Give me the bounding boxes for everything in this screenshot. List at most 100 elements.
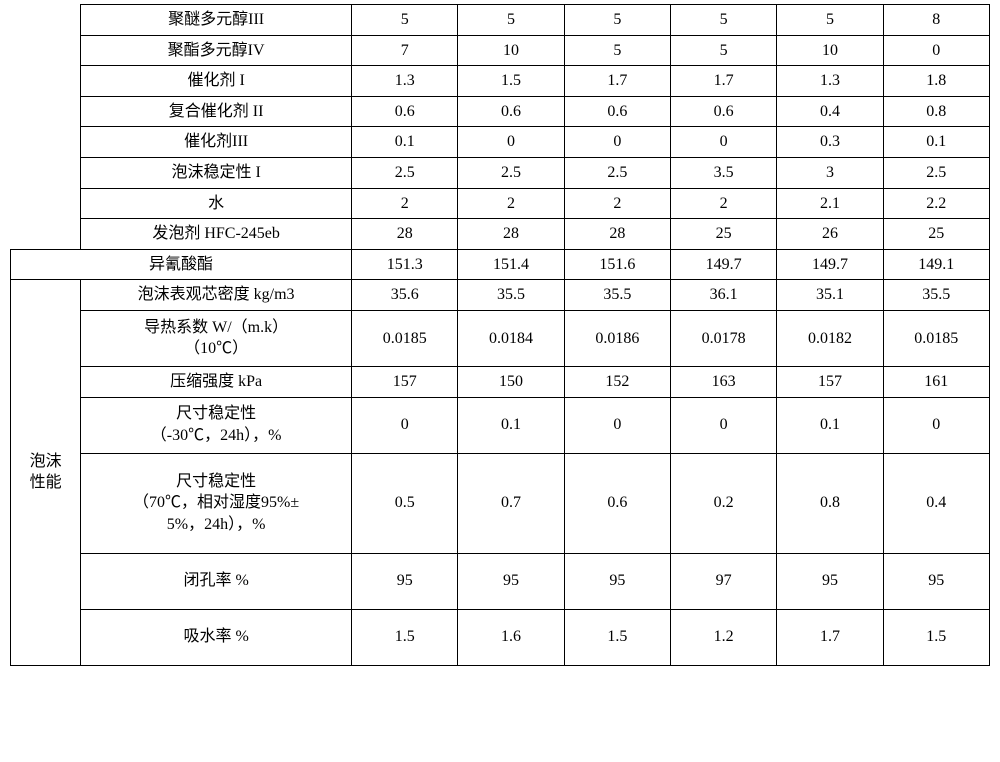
- cell: 95: [883, 553, 989, 609]
- cell: 5: [670, 35, 776, 66]
- cell: 10: [458, 35, 564, 66]
- table-row: 吸水率 % 1.5 1.6 1.5 1.2 1.7 1.5: [11, 609, 990, 665]
- cell: 97: [670, 553, 776, 609]
- row-label: 导热系数 W/（m.k）（10℃）: [81, 310, 352, 366]
- cell: 0.0184: [458, 310, 564, 366]
- row-label: 聚醚多元醇III: [81, 5, 352, 36]
- cell: 0.6: [352, 96, 458, 127]
- cell: 10: [777, 35, 883, 66]
- cell: 149.7: [670, 249, 776, 280]
- cell: 2.2: [883, 188, 989, 219]
- cell: 0.5: [352, 453, 458, 553]
- cell: 0.0178: [670, 310, 776, 366]
- cell: 0.8: [883, 96, 989, 127]
- cell: 0: [883, 35, 989, 66]
- cell: 28: [352, 219, 458, 250]
- cell: 1.5: [352, 609, 458, 665]
- cell: 161: [883, 366, 989, 397]
- cell: 1.7: [670, 66, 776, 97]
- table-row-isocyanate: 异氰酸酯 151.3 151.4 151.6 149.7 149.7 149.1: [11, 249, 990, 280]
- cell: 0.1: [777, 397, 883, 453]
- cell: 35.5: [883, 280, 989, 311]
- cell: 0.8: [777, 453, 883, 553]
- table-row: 催化剂 I 1.3 1.5 1.7 1.7 1.3 1.8: [11, 66, 990, 97]
- cell: 5: [352, 5, 458, 36]
- cell: 36.1: [670, 280, 776, 311]
- table-row: 聚酯多元醇IV 7 10 5 5 10 0: [11, 35, 990, 66]
- table-row: 催化剂III 0.1 0 0 0 0.3 0.1: [11, 127, 990, 158]
- cell: 0.7: [458, 453, 564, 553]
- table-row: 发泡剂 HFC-245eb 28 28 28 25 26 25: [11, 219, 990, 250]
- row-label: 催化剂III: [81, 127, 352, 158]
- cell: 1.6: [458, 609, 564, 665]
- cell: 0.6: [564, 96, 670, 127]
- cell: 28: [564, 219, 670, 250]
- cell: 0: [352, 397, 458, 453]
- row-label: 聚酯多元醇IV: [81, 35, 352, 66]
- cell: 2: [458, 188, 564, 219]
- cell: 2: [564, 188, 670, 219]
- cell: 151.6: [564, 249, 670, 280]
- cell: 95: [352, 553, 458, 609]
- cell: 2.1: [777, 188, 883, 219]
- cell: 5: [564, 35, 670, 66]
- cell: 2.5: [883, 157, 989, 188]
- cell: 0.3: [777, 127, 883, 158]
- cell: 0.0182: [777, 310, 883, 366]
- cell: 2.5: [352, 157, 458, 188]
- cell: 149.1: [883, 249, 989, 280]
- cell: 2: [670, 188, 776, 219]
- cell: 0.2: [670, 453, 776, 553]
- cell: 149.7: [777, 249, 883, 280]
- row-label: 尺寸稳定性（70℃，相对湿度95%±5%，24h），%: [81, 453, 352, 553]
- cell: 95: [564, 553, 670, 609]
- cell: 150: [458, 366, 564, 397]
- table-row: 水 2 2 2 2 2.1 2.2: [11, 188, 990, 219]
- cell: 25: [883, 219, 989, 250]
- row-label: 水: [81, 188, 352, 219]
- cell: 157: [352, 366, 458, 397]
- cell: 2.5: [564, 157, 670, 188]
- cell: 25: [670, 219, 776, 250]
- row-label: 催化剂 I: [81, 66, 352, 97]
- cell: 0: [564, 397, 670, 453]
- cell: 152: [564, 366, 670, 397]
- cell: 1.7: [777, 609, 883, 665]
- cell: 8: [883, 5, 989, 36]
- cell: 35.5: [458, 280, 564, 311]
- cell: 157: [777, 366, 883, 397]
- cell: 1.5: [458, 66, 564, 97]
- row-label: 吸水率 %: [81, 609, 352, 665]
- cell: 151.4: [458, 249, 564, 280]
- table-row: 尺寸稳定性（70℃，相对湿度95%±5%，24h），% 0.5 0.7 0.6 …: [11, 453, 990, 553]
- table-row: 泡沫稳定性 I 2.5 2.5 2.5 3.5 3 2.5: [11, 157, 990, 188]
- cell: 1.5: [883, 609, 989, 665]
- row-label: 泡沫稳定性 I: [81, 157, 352, 188]
- cell: 5: [777, 5, 883, 36]
- cell: 0.4: [777, 96, 883, 127]
- cell: 1.3: [777, 66, 883, 97]
- row-label: 压缩强度 kPa: [81, 366, 352, 397]
- row-label: 泡沫表观芯密度 kg/m3: [81, 280, 352, 311]
- cell: 0.6: [670, 96, 776, 127]
- cell: 35.6: [352, 280, 458, 311]
- cell: 0: [670, 397, 776, 453]
- cell: 0.4: [883, 453, 989, 553]
- cell: 1.5: [564, 609, 670, 665]
- group-cell-formula: [11, 5, 81, 250]
- table-row: 压缩强度 kPa 157 150 152 163 157 161: [11, 366, 990, 397]
- cell: 2: [352, 188, 458, 219]
- cell: 26: [777, 219, 883, 250]
- row-label-isocyanate: 异氰酸酯: [11, 249, 352, 280]
- cell: 0: [564, 127, 670, 158]
- table-row: 尺寸稳定性（-30℃，24h），% 0 0.1 0 0 0.1 0: [11, 397, 990, 453]
- cell: 0.1: [352, 127, 458, 158]
- cell: 163: [670, 366, 776, 397]
- cell: 1.7: [564, 66, 670, 97]
- cell: 1.8: [883, 66, 989, 97]
- cell: 0.0185: [352, 310, 458, 366]
- cell: 5: [458, 5, 564, 36]
- data-table: 聚醚多元醇III 5 5 5 5 5 8 聚酯多元醇IV 7 10 5 5 10…: [10, 4, 990, 666]
- table-row: 导热系数 W/（m.k）（10℃） 0.0185 0.0184 0.0186 0…: [11, 310, 990, 366]
- cell: 35.5: [564, 280, 670, 311]
